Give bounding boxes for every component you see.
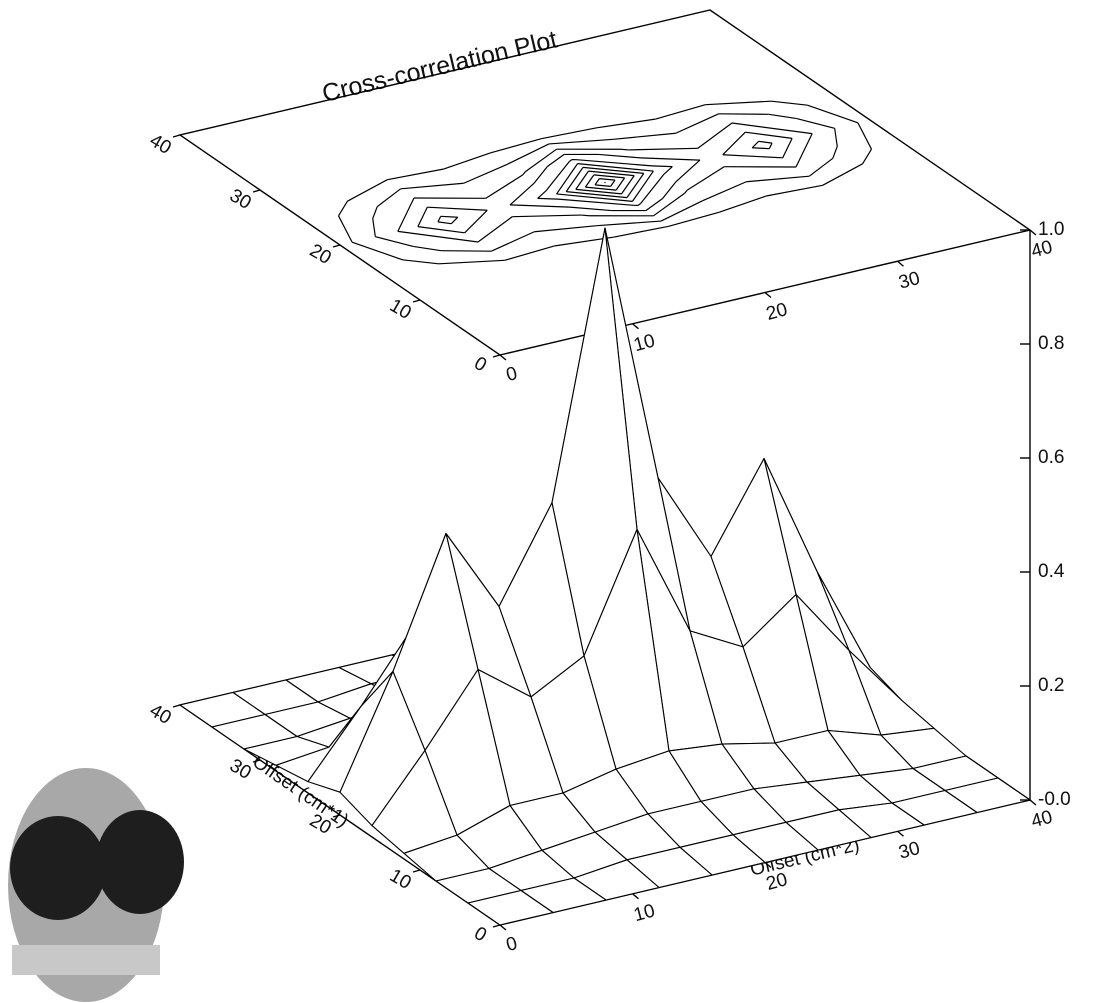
z-tick-label: 0.2 xyxy=(1038,675,1064,696)
z-tick-label: 0.4 xyxy=(1038,561,1065,582)
z-tick-label: 0.8 xyxy=(1038,333,1064,354)
z-tick-label: 1.0 xyxy=(1038,219,1064,240)
page: Cross-correlation Plot Offset (cm*2) Off… xyxy=(0,0,1097,1003)
z-tick-label: 0.6 xyxy=(1038,447,1064,468)
inset-blob xyxy=(10,816,106,920)
contour-line xyxy=(581,215,589,216)
chart: Cross-correlation Plot Offset (cm*2) Off… xyxy=(0,0,1097,1003)
contour-line xyxy=(538,198,558,199)
contour-line xyxy=(621,149,629,150)
contour-line xyxy=(652,166,672,167)
inset-band xyxy=(12,945,160,975)
inset-blob xyxy=(96,810,184,914)
z-tick-label: -0.0 xyxy=(1038,789,1071,810)
